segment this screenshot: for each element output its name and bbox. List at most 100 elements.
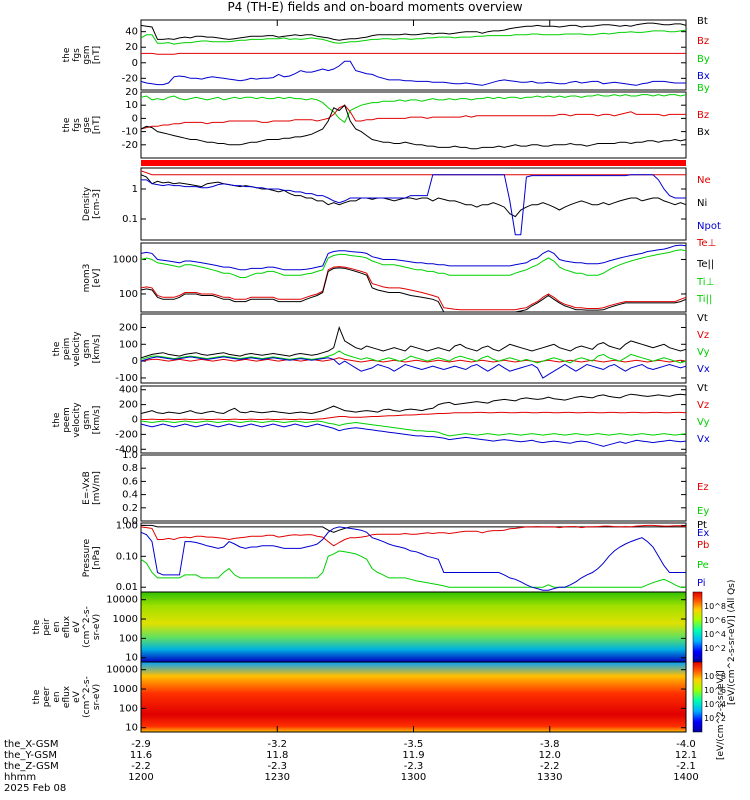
spectrogram-8: [141, 592, 686, 662]
eph-value: -2.9: [131, 739, 151, 750]
ytick-label: 10000: [106, 665, 138, 676]
eph-value: 11.8: [266, 750, 289, 761]
eph-label-y: the_Y-GSM: [4, 750, 58, 761]
ylabel-7: Pressure [nPa]: [82, 538, 102, 577]
legend-by: By: [697, 83, 710, 94]
ytick-label: 10000: [106, 595, 138, 606]
legend-bz: Bz: [697, 110, 710, 121]
series-by: [140, 29, 687, 45]
colorbar-tick: 10^8: [704, 672, 726, 681]
colorbar-tick: 10^2: [704, 644, 726, 653]
eph-value: -3.2: [267, 739, 288, 750]
ytick-label: 0: [132, 356, 138, 367]
series-vy: [140, 420, 687, 437]
legend-vt: Vt: [697, 383, 708, 394]
colorbar-label-bottom: [eV/(cm^2-s-sr-eV)]: [716, 670, 726, 760]
ytick-label: 10: [125, 723, 138, 734]
ytick-label: 0: [132, 113, 138, 124]
ytick-label: 0: [132, 415, 138, 426]
panel-frame-2: [140, 167, 687, 241]
eph-value: -3.8: [539, 739, 560, 750]
eph-value: 1330: [537, 772, 563, 783]
ytick-label: 1: [132, 184, 138, 195]
legend-ex: Ex: [697, 528, 710, 539]
series-te-par: [140, 267, 687, 313]
eph-label-x: the_X-GSM: [4, 739, 59, 750]
legend-vy: Vy: [697, 417, 710, 428]
series-bz: [141, 52, 686, 55]
eph-value: 12.0: [538, 750, 561, 761]
ytick-label: 0: [132, 58, 138, 69]
eph-value: 12.1: [674, 750, 698, 761]
legend-bz: Bz: [697, 36, 710, 47]
legend-ne: Ne: [697, 175, 711, 186]
ytick-label: 100: [119, 633, 138, 644]
ylabel-8: the peir en eflux eV (cm^2-s- sr-eV): [32, 606, 102, 648]
legend-bx: Bx: [697, 127, 710, 138]
eph-value: -2.2: [131, 761, 151, 772]
series-vt: [140, 393, 687, 415]
ylabel-4: the peim velocity gsm [km/s]: [52, 330, 102, 367]
ytick-label: 1.00: [116, 520, 138, 531]
ytick-label: -10: [122, 127, 138, 138]
legend-te-: Te||: [697, 259, 715, 270]
series-vz: [141, 411, 687, 420]
colorbar-tick: 10^4: [704, 630, 726, 639]
ytick-label: 0.6: [122, 476, 138, 487]
colorbar-tick: 10^6: [704, 686, 726, 695]
series-te: [140, 266, 687, 311]
colorbar-8: [692, 591, 703, 663]
legend-npot: Npot: [697, 221, 721, 232]
colorbar-tick: 10^2: [704, 714, 726, 723]
ytick-label: 0.01: [116, 582, 138, 593]
legend-bx: Bx: [697, 71, 710, 82]
ytick-label: 0.0: [122, 516, 138, 527]
eph-value: -2.3: [267, 761, 288, 772]
series-by: [140, 94, 687, 124]
ytick-label: 400: [119, 385, 138, 396]
legend-by: By: [697, 54, 710, 65]
ytick-label: 20: [125, 42, 138, 53]
ytick-label: -20: [122, 73, 138, 84]
ytick-label: 0.1: [122, 214, 138, 225]
legend-pt: Pt: [697, 520, 707, 531]
flag-bar: [141, 160, 686, 166]
legend-vz: Vz: [697, 400, 710, 411]
chart-title: P4 (TH-E) fields and on-board moments ov…: [227, 0, 523, 14]
legend-vx: Vx: [697, 434, 710, 445]
ytick-label: 200: [119, 322, 138, 333]
colorbar-label-top: [eV/(cm^2-s-sr-eV)] (All Qs): [727, 579, 737, 705]
ytick-label: 100: [119, 289, 138, 300]
legend-ti-: Ti||: [697, 294, 713, 305]
colorbar-9: [692, 661, 703, 733]
ylabel-3: mom3 [eV]: [82, 263, 102, 292]
panel-frame-3: [140, 242, 687, 313]
legend-vy: Vy: [697, 347, 710, 358]
legend-te-: Te⊥: [697, 238, 717, 249]
eph-value: -4.0: [676, 739, 696, 750]
panel-frame-6: [140, 454, 687, 522]
eph-value: 1300: [400, 772, 427, 783]
legend-bt: Bt: [697, 16, 708, 27]
spectrogram-9: [141, 662, 686, 732]
ylabel-9: the peer en eflux eV (cm^2-s- sr-eV): [32, 676, 102, 718]
series-ne: [140, 170, 686, 176]
eph-value: 1200: [128, 772, 154, 783]
series-bz: [140, 104, 686, 130]
eph-value: 11.6: [129, 750, 153, 761]
series-vx: [140, 356, 687, 379]
ytick-label: 1000: [113, 684, 138, 695]
ylabel-5: the peem velocity gsm [km/s]: [52, 401, 102, 438]
series-bt: [140, 22, 687, 41]
panel-frame-7: [140, 522, 687, 593]
ytick-label: 100: [119, 703, 138, 714]
legend-ey: Ey: [697, 506, 710, 517]
ytick-label: 20: [125, 87, 138, 98]
series-ti-par: [140, 249, 687, 278]
ytick-label: 0.2: [122, 503, 138, 514]
ylabel-2: Density [cm-3]: [82, 186, 102, 222]
panel-frame-4: [140, 313, 687, 384]
eph-label-hhmm: hhmm: [4, 772, 37, 783]
ylabel-6: E=-VxB [mV/m]: [82, 471, 102, 505]
eph-value: -2.2: [539, 761, 560, 772]
